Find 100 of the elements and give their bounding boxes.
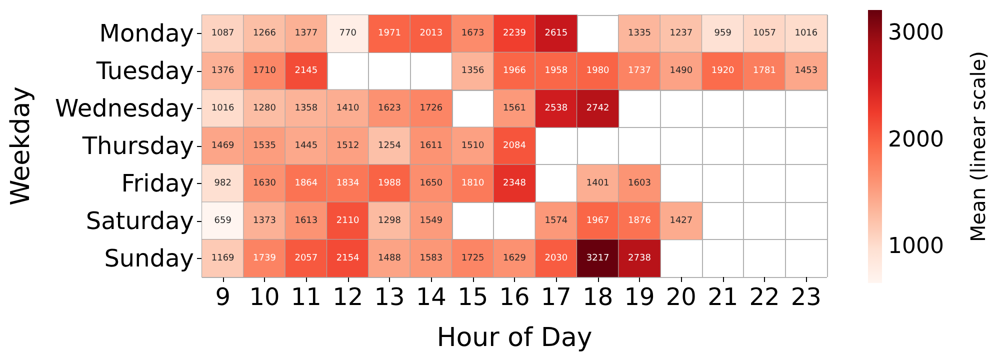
data-label: 1623	[378, 104, 401, 114]
x-tick-label: 23	[790, 283, 822, 311]
y-tick-label: Wednesday	[55, 94, 194, 123]
data-label: 2154	[336, 253, 360, 264]
data-label: 1958	[544, 66, 568, 76]
data-label: 1920	[711, 66, 735, 76]
data-label: 2742	[586, 104, 610, 114]
data-label: 2615	[544, 28, 568, 39]
x-tick-label: 21	[708, 283, 738, 311]
data-label: 1535	[253, 141, 276, 151]
data-label: 1864	[294, 178, 318, 188]
data-label: 1377	[294, 28, 318, 39]
data-label: 1298	[378, 216, 402, 226]
data-label: 1603	[628, 178, 651, 188]
data-label: 1629	[503, 253, 526, 264]
data-label: 1980	[586, 66, 610, 76]
x-tick-label: 16	[499, 283, 530, 311]
data-label: 1087	[211, 28, 234, 39]
data-label: 1401	[586, 178, 610, 188]
x-tick-label: 13	[374, 283, 405, 311]
x-tick-label: 20	[666, 283, 696, 311]
x-tick-label: 19	[624, 283, 655, 311]
x-tick-label: 17	[540, 283, 572, 311]
y-tick-label: Saturday	[86, 206, 194, 235]
data-label: 2030	[544, 253, 568, 264]
data-label: 1469	[211, 141, 235, 151]
data-label: 1739	[253, 253, 276, 264]
x-tick-label: 14	[416, 283, 446, 311]
data-label: 1254	[378, 141, 402, 151]
data-label: 1512	[336, 141, 360, 151]
data-label: 1611	[420, 141, 443, 151]
data-label: 1630	[253, 178, 276, 188]
x-axis-title: Hour of Day	[436, 323, 592, 353]
data-label: 1613	[294, 216, 318, 226]
data-label: 1376	[211, 66, 235, 76]
y-tick-label: Sunday	[104, 244, 194, 272]
data-label: 1971	[378, 28, 401, 39]
x-tick-label: 18	[582, 283, 614, 311]
data-label: 1410	[336, 104, 360, 114]
data-label: 1876	[628, 216, 652, 226]
data-label: 1810	[461, 178, 485, 188]
y-tick-label: Thursday	[81, 132, 194, 160]
color-bar-title: Mean (linear scale)	[966, 51, 990, 242]
x-tick-label: 15	[458, 283, 488, 311]
data-label: 1549	[420, 216, 443, 226]
y-tick-label: Monday	[99, 20, 194, 48]
data-label: 2013	[420, 28, 443, 39]
data-label: 1373	[253, 216, 276, 226]
data-label: 1673	[461, 28, 484, 39]
color-bar-label: 3000	[888, 20, 944, 46]
data-label: 1266	[253, 28, 276, 39]
data-label: 1016	[211, 104, 235, 114]
data-label: 1280	[253, 104, 276, 114]
x-tick-label: 9	[215, 283, 230, 311]
data-label: 659	[214, 216, 232, 226]
x-tick-label: 12	[332, 283, 364, 311]
data-label: 959	[714, 28, 732, 39]
data-label: 2084	[503, 141, 526, 151]
data-label: 1988	[378, 178, 402, 188]
data-label: 2738	[628, 253, 652, 264]
data-label: 1781	[753, 66, 776, 76]
data-label: 1726	[420, 104, 443, 114]
data-label: 1356	[461, 66, 485, 76]
data-label: 2110	[336, 216, 360, 226]
x-tick-label: 10	[249, 283, 280, 311]
color-bar-label: 1000	[888, 234, 944, 260]
data-label: 1453	[794, 66, 818, 76]
x-tick-label: 11	[290, 283, 322, 311]
data-label: 1427	[670, 216, 693, 226]
data-label: 3217	[586, 253, 610, 264]
data-label: 2145	[294, 66, 318, 76]
color-bar-label: 2000	[888, 127, 944, 152]
data-label: 1583	[420, 253, 443, 264]
data-label: 1488	[378, 253, 402, 264]
data-label: 1016	[794, 28, 818, 39]
data-label: 1358	[294, 104, 318, 114]
data-label: 1725	[461, 253, 484, 264]
x-tick-label: 22	[749, 283, 780, 311]
data-label: 1335	[628, 28, 651, 39]
y-tick-label: Friday	[121, 169, 194, 198]
data-label: 1237	[670, 28, 693, 39]
data-label: 770	[339, 28, 357, 39]
data-label: 1574	[544, 216, 568, 226]
data-label: 2057	[294, 253, 318, 264]
data-label: 1967	[586, 216, 610, 226]
y-axis-title: Weekday	[6, 86, 36, 206]
data-label: 1966	[503, 66, 526, 76]
data-label: 1490	[670, 66, 693, 76]
data-label: 2239	[503, 28, 526, 39]
data-label: 2348	[503, 178, 526, 188]
data-label: 1510	[461, 141, 485, 151]
data-label: 1057	[753, 28, 776, 39]
data-label: 982	[214, 178, 232, 188]
data-label: 1737	[628, 66, 651, 76]
data-label: 1445	[294, 141, 318, 151]
data-label: 1650	[420, 178, 443, 188]
data-label: 2538	[544, 104, 568, 114]
data-label: 1169	[211, 253, 235, 264]
data-label: 1710	[253, 66, 276, 76]
data-label: 1834	[336, 178, 360, 188]
